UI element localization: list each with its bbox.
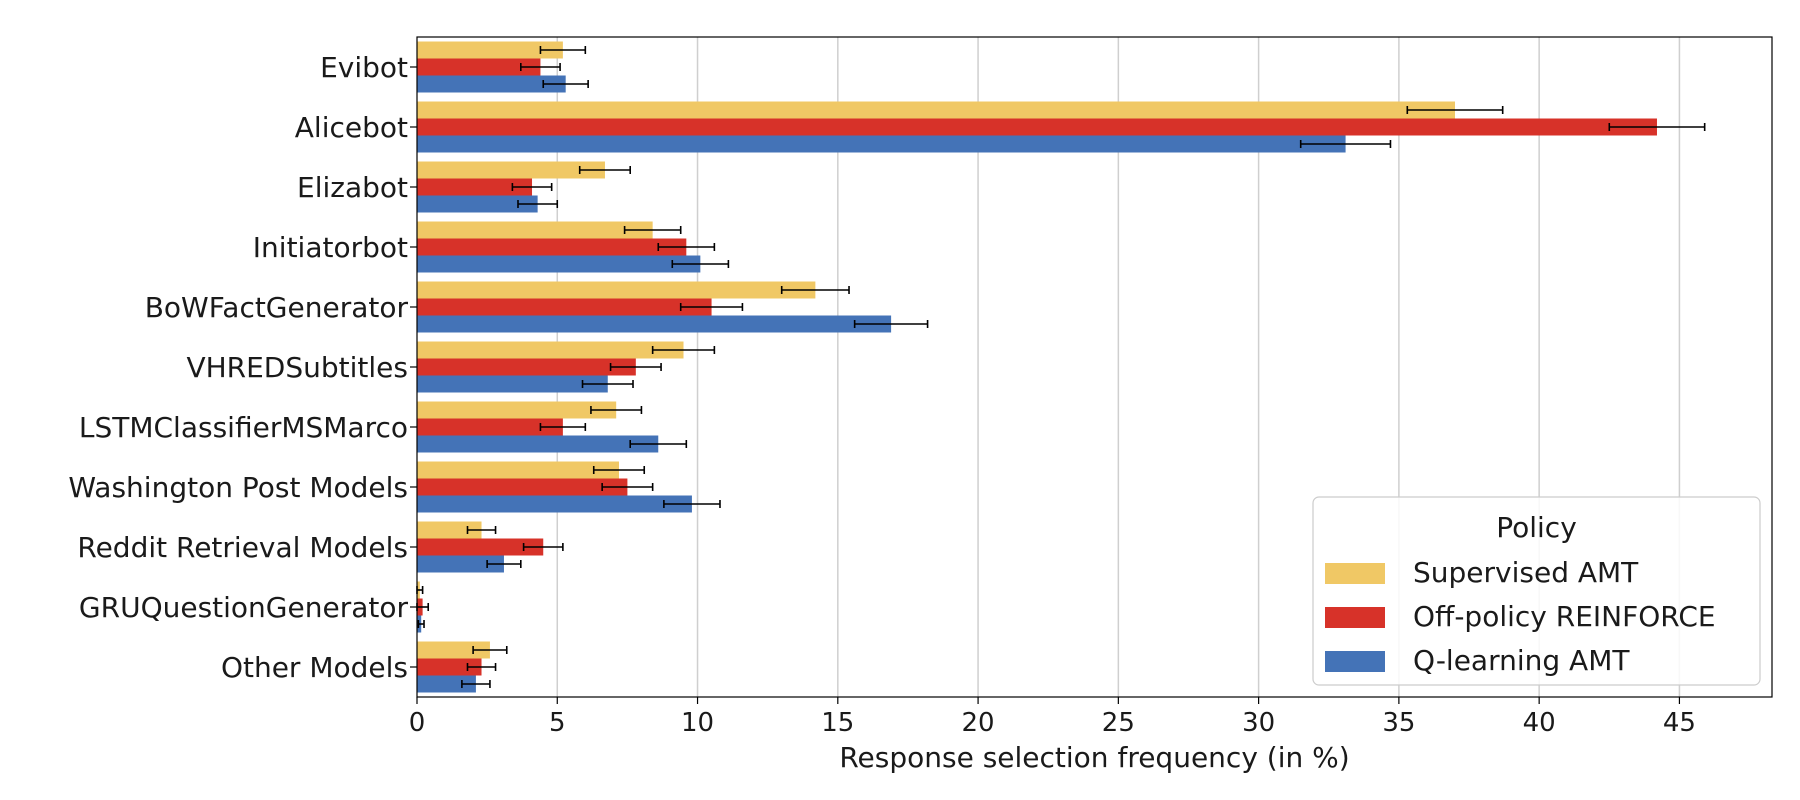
legend-swatch — [1325, 651, 1385, 672]
x-tick-label: 20 — [962, 708, 995, 738]
bar — [417, 315, 892, 333]
bar — [417, 41, 563, 59]
category-label: Initiatorbot — [253, 231, 408, 264]
bar — [417, 521, 482, 539]
bar — [417, 195, 538, 213]
bar — [417, 118, 1657, 136]
x-tick-label: 10 — [681, 708, 714, 738]
x-tick-label: 5 — [549, 708, 566, 738]
bar — [417, 401, 617, 419]
bar — [417, 461, 619, 479]
legend-label: Q-learning AMT — [1413, 644, 1630, 677]
bar — [417, 375, 608, 393]
bar — [417, 658, 482, 676]
bar — [417, 75, 566, 93]
x-tick-label: 25 — [1102, 708, 1135, 738]
x-tick-label: 40 — [1523, 708, 1556, 738]
category-label: Evibot — [320, 51, 408, 84]
bar — [417, 435, 659, 453]
legend-label: Off-policy REINFORCE — [1413, 600, 1716, 633]
bars — [417, 41, 1657, 693]
bar — [417, 358, 636, 376]
bar — [417, 178, 533, 196]
bar — [417, 418, 563, 436]
category-label: Elizabot — [297, 171, 408, 204]
legend-swatch — [1325, 563, 1385, 584]
bar — [417, 161, 605, 179]
bar — [417, 538, 544, 556]
legend-items: Supervised AMT Off-policy REINFORCE Q-lear… — [1325, 556, 1716, 677]
legend: Policy Supervised AMT Off-policy REINFORC… — [1312, 496, 1761, 686]
category-label: Alicebot — [295, 111, 408, 144]
category-label: Reddit Retrieval Models — [77, 531, 408, 564]
category-label: BoWFactGenerator — [145, 291, 409, 324]
bar — [417, 135, 1346, 153]
x-tick-label: 15 — [821, 708, 854, 738]
bar — [417, 255, 701, 273]
x-tick-label: 45 — [1663, 708, 1696, 738]
category-label: Other Models — [221, 651, 408, 684]
bar — [417, 675, 476, 693]
legend-box — [1312, 496, 1761, 686]
x-tick-label: 35 — [1382, 708, 1415, 738]
bar — [417, 238, 687, 256]
category-label: VHREDSubtitles — [186, 351, 408, 384]
bar — [417, 281, 816, 299]
bar — [417, 495, 692, 513]
bar — [417, 101, 1455, 119]
bar — [417, 478, 628, 496]
y-categories: Evibot Alicebot Elizabot Initiatorbot BoWFac… — [68, 51, 417, 684]
error-bars — [416, 46, 1706, 688]
x-tick-label: 30 — [1242, 708, 1275, 738]
x-tick-label: 0 — [409, 708, 426, 738]
bar — [417, 58, 541, 76]
x-ticks: 0 5 10 15 20 25 30 35 40 45 — [409, 697, 1696, 738]
bar — [417, 298, 712, 316]
bar — [417, 341, 684, 359]
legend-title: Policy — [1496, 511, 1577, 544]
bar — [417, 221, 653, 239]
category-label: Washington Post Models — [68, 471, 408, 504]
x-axis-label: Response selection frequency (in %) — [839, 741, 1349, 774]
legend-swatch — [1325, 607, 1385, 628]
legend-label: Supervised AMT — [1413, 556, 1639, 589]
bar — [417, 555, 504, 573]
category-label: LSTMClassifierMSMarco — [79, 411, 408, 444]
category-label: GRUQuestionGenerator — [79, 591, 409, 624]
bar — [417, 641, 490, 659]
